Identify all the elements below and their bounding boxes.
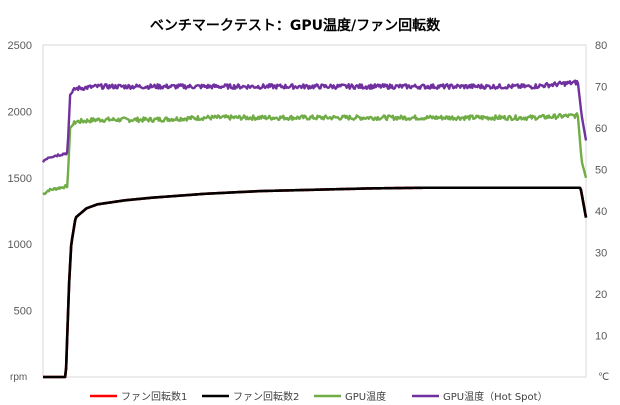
series-line-2 bbox=[42, 186, 588, 379]
right-tick-label: 50 bbox=[595, 165, 607, 177]
series-layer bbox=[41, 79, 588, 379]
series-line-4 bbox=[41, 79, 588, 163]
right-tick-label: 60 bbox=[595, 123, 607, 135]
legend-label-1: ファン回転数1 bbox=[121, 390, 187, 403]
right-tick-label: 70 bbox=[595, 82, 607, 94]
legend-label-3: GPU温度 bbox=[345, 390, 386, 403]
left-tick-label: 1000 bbox=[8, 239, 32, 251]
series-line-3 bbox=[42, 112, 588, 196]
right-tick-label: 80 bbox=[595, 40, 607, 52]
right-tick-label: 10 bbox=[595, 331, 607, 343]
plot-area: 2500 2000 1500 1000 500 80 70 60 50 40 30 20 10 bbox=[8, 40, 607, 378]
right-tick-label: 30 bbox=[595, 248, 607, 260]
plot-border bbox=[42, 44, 587, 378]
right-axis-unit: ℃ bbox=[598, 372, 609, 383]
legend-label-4: GPU温度（Hot Spot） bbox=[443, 390, 548, 403]
left-tick-label: 500 bbox=[14, 306, 32, 318]
left-tick-label: 1500 bbox=[8, 173, 32, 185]
left-axis-unit: rpm bbox=[10, 372, 27, 383]
legend-label-2: ファン回転数2 bbox=[233, 390, 299, 403]
legend: ファン回転数1 ファン回転数2 GPU温度 GPU温度（Hot Spot） bbox=[90, 390, 548, 403]
left-tick-label: 2500 bbox=[8, 40, 32, 52]
chart-title: ベンチマークテスト：GPU温度/ファン回転数 bbox=[150, 17, 441, 34]
right-tick-label: 20 bbox=[595, 289, 607, 301]
series-line-1 bbox=[42, 186, 588, 379]
right-tick-label: 40 bbox=[595, 206, 607, 218]
left-tick-label: 2000 bbox=[8, 106, 32, 118]
